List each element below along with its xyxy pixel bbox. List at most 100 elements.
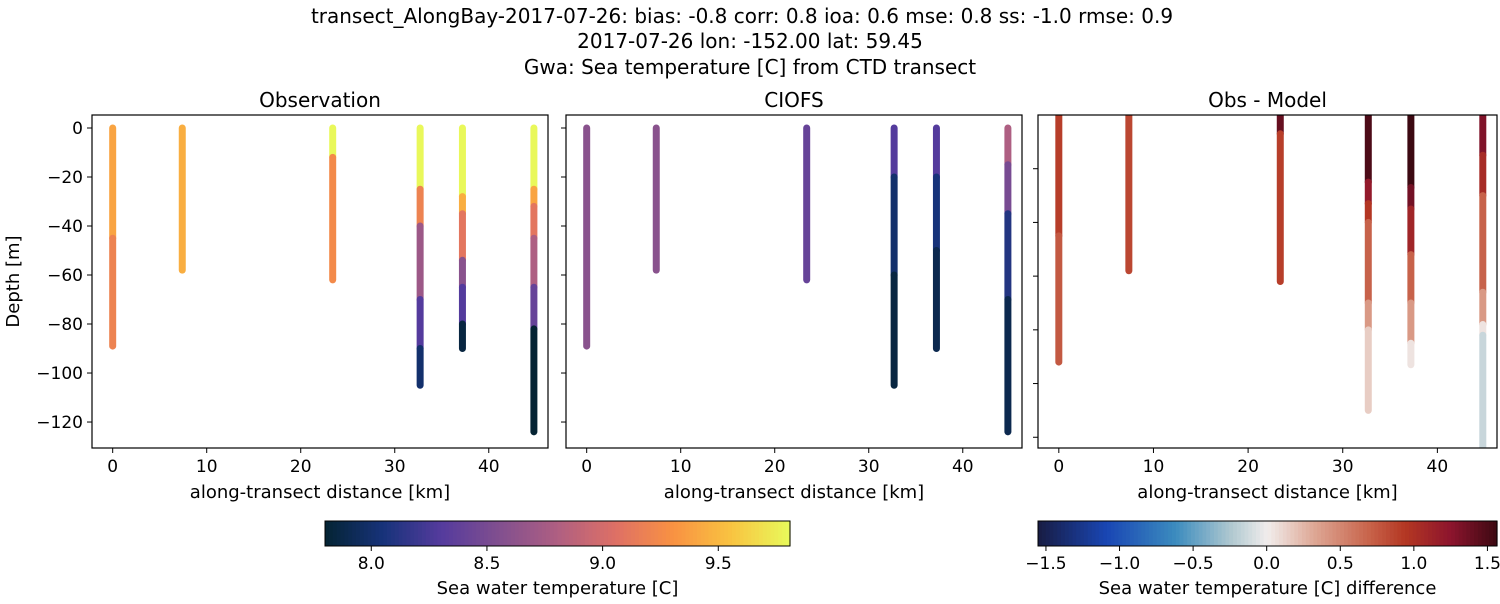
colorbar-swatch [766,521,772,546]
panel-observation: Observation 0 10 20 30 40 0 −20 −40 −60 −80 −100 −12… [3,88,549,503]
panel-title: Obs - Model [1208,88,1327,112]
colorbar-swatch [530,521,535,546]
colorbar-swatch [1424,521,1429,546]
colorbar-swatch [584,521,590,546]
profiles [583,124,1012,436]
colorbar-swatch [348,521,353,546]
colorbar-swatch [1060,521,1066,546]
colorbar-swatch [658,521,663,546]
colorbar-swatch [1267,521,1272,546]
colorbar-swatch [1099,521,1104,546]
colorbar-swatch [677,521,683,546]
colorbar-swatch [1256,521,1261,546]
x-tick-label: 0 [107,457,118,477]
colorbar-swatch [708,521,714,546]
colorbar-swatch [1080,521,1085,546]
colorbar-swatch [1412,521,1418,546]
colorbar-swatch [1114,521,1119,546]
colorbar-swatch [1233,521,1238,546]
colorbar-swatch [650,521,655,546]
x-tick-label: 20 [1237,457,1259,477]
colorbar-swatch [782,521,787,546]
colorbar-swatch [1355,521,1360,546]
colorbar-swatch [573,521,578,546]
colorbar-swatch [1431,521,1437,546]
colorbar-swatch [1217,521,1223,546]
panel-title: Observation [259,88,381,112]
colorbar-swatch [1145,521,1150,546]
colorbar-swatch [1317,521,1322,546]
colorbar-swatch [1336,521,1341,546]
colorbar-swatch [689,521,694,546]
colorbar-swatch [1187,521,1192,546]
axes-frame [565,114,1023,449]
colorbar-swatch [1125,521,1131,546]
colorbar-swatch [1397,521,1402,546]
colorbar-swatch [375,521,380,546]
colorbar-swatch [460,521,466,546]
colorbar-swatch [371,521,376,546]
profiles [109,124,538,436]
colorbar-swatch [538,521,543,546]
panel-title: CIOFS [764,88,823,112]
colorbar-swatch [1206,521,1211,546]
colorbar-swatch [1202,521,1207,546]
colorbar-swatch [449,521,454,546]
colorbar-swatch [499,521,504,546]
colorbar-swatch [1443,521,1448,546]
colorbar-swatch [1378,521,1383,546]
y-tick-label: −40 [47,217,83,237]
colorbar-swatch [580,521,586,546]
profiles [1055,115,1487,448]
colorbar-swatch [631,521,636,546]
colorbar-swatch [480,521,485,546]
colorbar-swatch [1137,521,1142,546]
colorbar-swatch [1263,521,1269,546]
colorbar-swatch [1439,521,1445,546]
colorbar-swatch [1474,521,1479,546]
colorbar-swatch [654,521,659,546]
colorbar-balance: −1.5 −1.0 −0.5 0.0 0.5 1.0 1.5 Sea water temper… [1025,520,1500,599]
colorbar-thermal: 8.0 8.5 9.0 9.5 Sea water temperature [C] [324,520,791,599]
colorbar-swatch [1386,521,1391,546]
colorbar-swatch [1152,521,1158,546]
x-tick-label: 10 [1143,457,1165,477]
colorbar-frame [1037,520,1498,547]
colorbar-swatch [1405,521,1410,546]
colorbar-swatch [592,521,597,546]
colorbar-swatch [483,521,489,546]
colorbar-swatch [336,521,342,546]
colorbar-tick-label: −0.5 [1172,554,1213,574]
colorbar-swatch [635,521,640,546]
colorbar-swatch [1301,521,1307,546]
colorbar-swatch [468,521,473,546]
colorbar-swatch [390,521,396,546]
colorbar-swatch [1324,521,1330,546]
colorbar-swatch [693,521,698,546]
colorbar-swatch [1068,521,1074,546]
x-tick-label: 30 [1332,457,1354,477]
colorbar-swatch [759,521,764,546]
colorbar-swatch [685,521,690,546]
colorbar-swatch [1470,521,1475,546]
colorbar-swatch [662,521,667,546]
colorbar-swatch [507,521,512,546]
colorbar-swatch [588,521,593,546]
colorbar-swatch [1133,521,1139,546]
colorbar-swatch [1374,521,1380,546]
colorbar-swatch [596,521,601,546]
y-tick-label: 0 [72,119,83,139]
x-tick-label: 0 [1053,457,1064,477]
colorbar-swatch [1389,521,1395,546]
colorbar-swatch [1271,521,1276,546]
colorbar-swatch [724,521,729,546]
colorbar-swatch [429,521,435,546]
colorbar-swatch [728,521,733,546]
colorbar-swatch [600,521,605,546]
colorbar-swatch [1363,521,1368,546]
colorbar-swatch [1278,521,1284,546]
colorbar-swatch [1240,521,1246,546]
colorbar-swatch [743,521,748,546]
colorbar-swatch [1171,521,1177,546]
colorbar-swatch [1252,521,1257,546]
